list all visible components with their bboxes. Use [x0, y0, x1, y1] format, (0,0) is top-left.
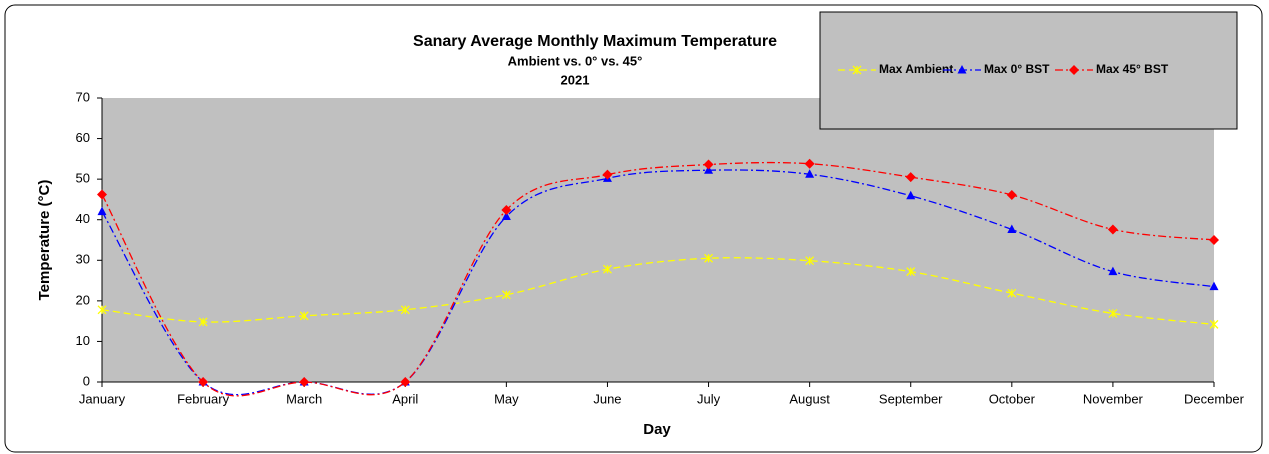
plot-area	[102, 98, 1214, 382]
marker	[299, 377, 310, 387]
marker	[1007, 288, 1017, 298]
legend-label: Max 0° BST	[984, 62, 1050, 76]
y-tick-label: 60	[76, 130, 90, 145]
chart-subtitle: 2021	[561, 72, 590, 87]
marker	[400, 305, 410, 315]
y-tick-label: 10	[76, 333, 90, 348]
marker	[1006, 189, 1017, 200]
x-tick-label: March	[286, 391, 322, 406]
marker	[602, 169, 613, 180]
y-tick-label: 70	[76, 89, 90, 104]
marker	[805, 169, 815, 178]
x-tick-label: August	[789, 391, 830, 406]
y-tick-label: 40	[76, 211, 90, 226]
x-axis-label: Day	[643, 421, 671, 438]
marker	[400, 377, 411, 387]
plot: 0 10 20 30 40 50 60 70 January February March April…	[76, 89, 1245, 406]
legend-label: Max 45° BST	[1096, 62, 1169, 76]
marker	[1108, 308, 1118, 318]
marker	[1069, 65, 1079, 75]
series-line	[101, 257, 1215, 326]
marker	[501, 204, 512, 215]
x-tick-label: January	[79, 391, 126, 406]
marker	[299, 311, 309, 321]
y-tick-label: 50	[76, 171, 90, 186]
marker	[805, 256, 815, 266]
legend-box	[819, 11, 1238, 130]
x-tick-label: September	[879, 391, 943, 406]
marker	[602, 264, 612, 274]
x-tick-label: April	[392, 391, 418, 406]
y-tick-label: 20	[76, 292, 90, 307]
marker	[501, 211, 511, 220]
marker	[704, 253, 714, 263]
y-tick-label: 30	[76, 252, 90, 267]
marker	[906, 267, 916, 277]
marker	[852, 65, 862, 75]
y-tick-label: 0	[83, 373, 90, 388]
marker	[97, 206, 107, 216]
marker	[198, 317, 208, 327]
marker	[804, 158, 815, 169]
marker	[1108, 266, 1118, 276]
series	[97, 158, 1219, 397]
legend: Max Ambient Max 0° BST Max 45° BST	[819, 11, 1238, 130]
y-axis-label: Temperature (°C)	[36, 180, 53, 301]
marker	[1007, 224, 1017, 233]
x-tick-label: May	[494, 391, 519, 406]
marker	[906, 190, 916, 200]
series	[97, 253, 1219, 329]
marker	[97, 305, 107, 315]
marker	[957, 65, 967, 74]
x-tick-label: October	[989, 391, 1036, 406]
marker	[1107, 224, 1118, 235]
marker	[198, 377, 209, 387]
marker	[1209, 319, 1219, 329]
marker	[905, 172, 916, 183]
chart-subtitle: Ambient vs. 0° vs. 45°	[508, 53, 643, 68]
chart-title: Sanary Average Monthly Maximum Temperatu…	[413, 33, 777, 50]
marker	[703, 159, 714, 170]
marker	[1209, 281, 1219, 291]
x-tick-label: July	[697, 391, 721, 406]
marker	[1209, 235, 1219, 245]
legend-label: Max Ambient	[879, 62, 953, 76]
x-tick-label: December	[1184, 391, 1245, 406]
x-tick-label: February	[177, 391, 230, 406]
marker	[97, 189, 107, 200]
x-tick-label: November	[1083, 391, 1144, 406]
x-tick-label: June	[593, 391, 621, 406]
marker	[501, 290, 511, 300]
